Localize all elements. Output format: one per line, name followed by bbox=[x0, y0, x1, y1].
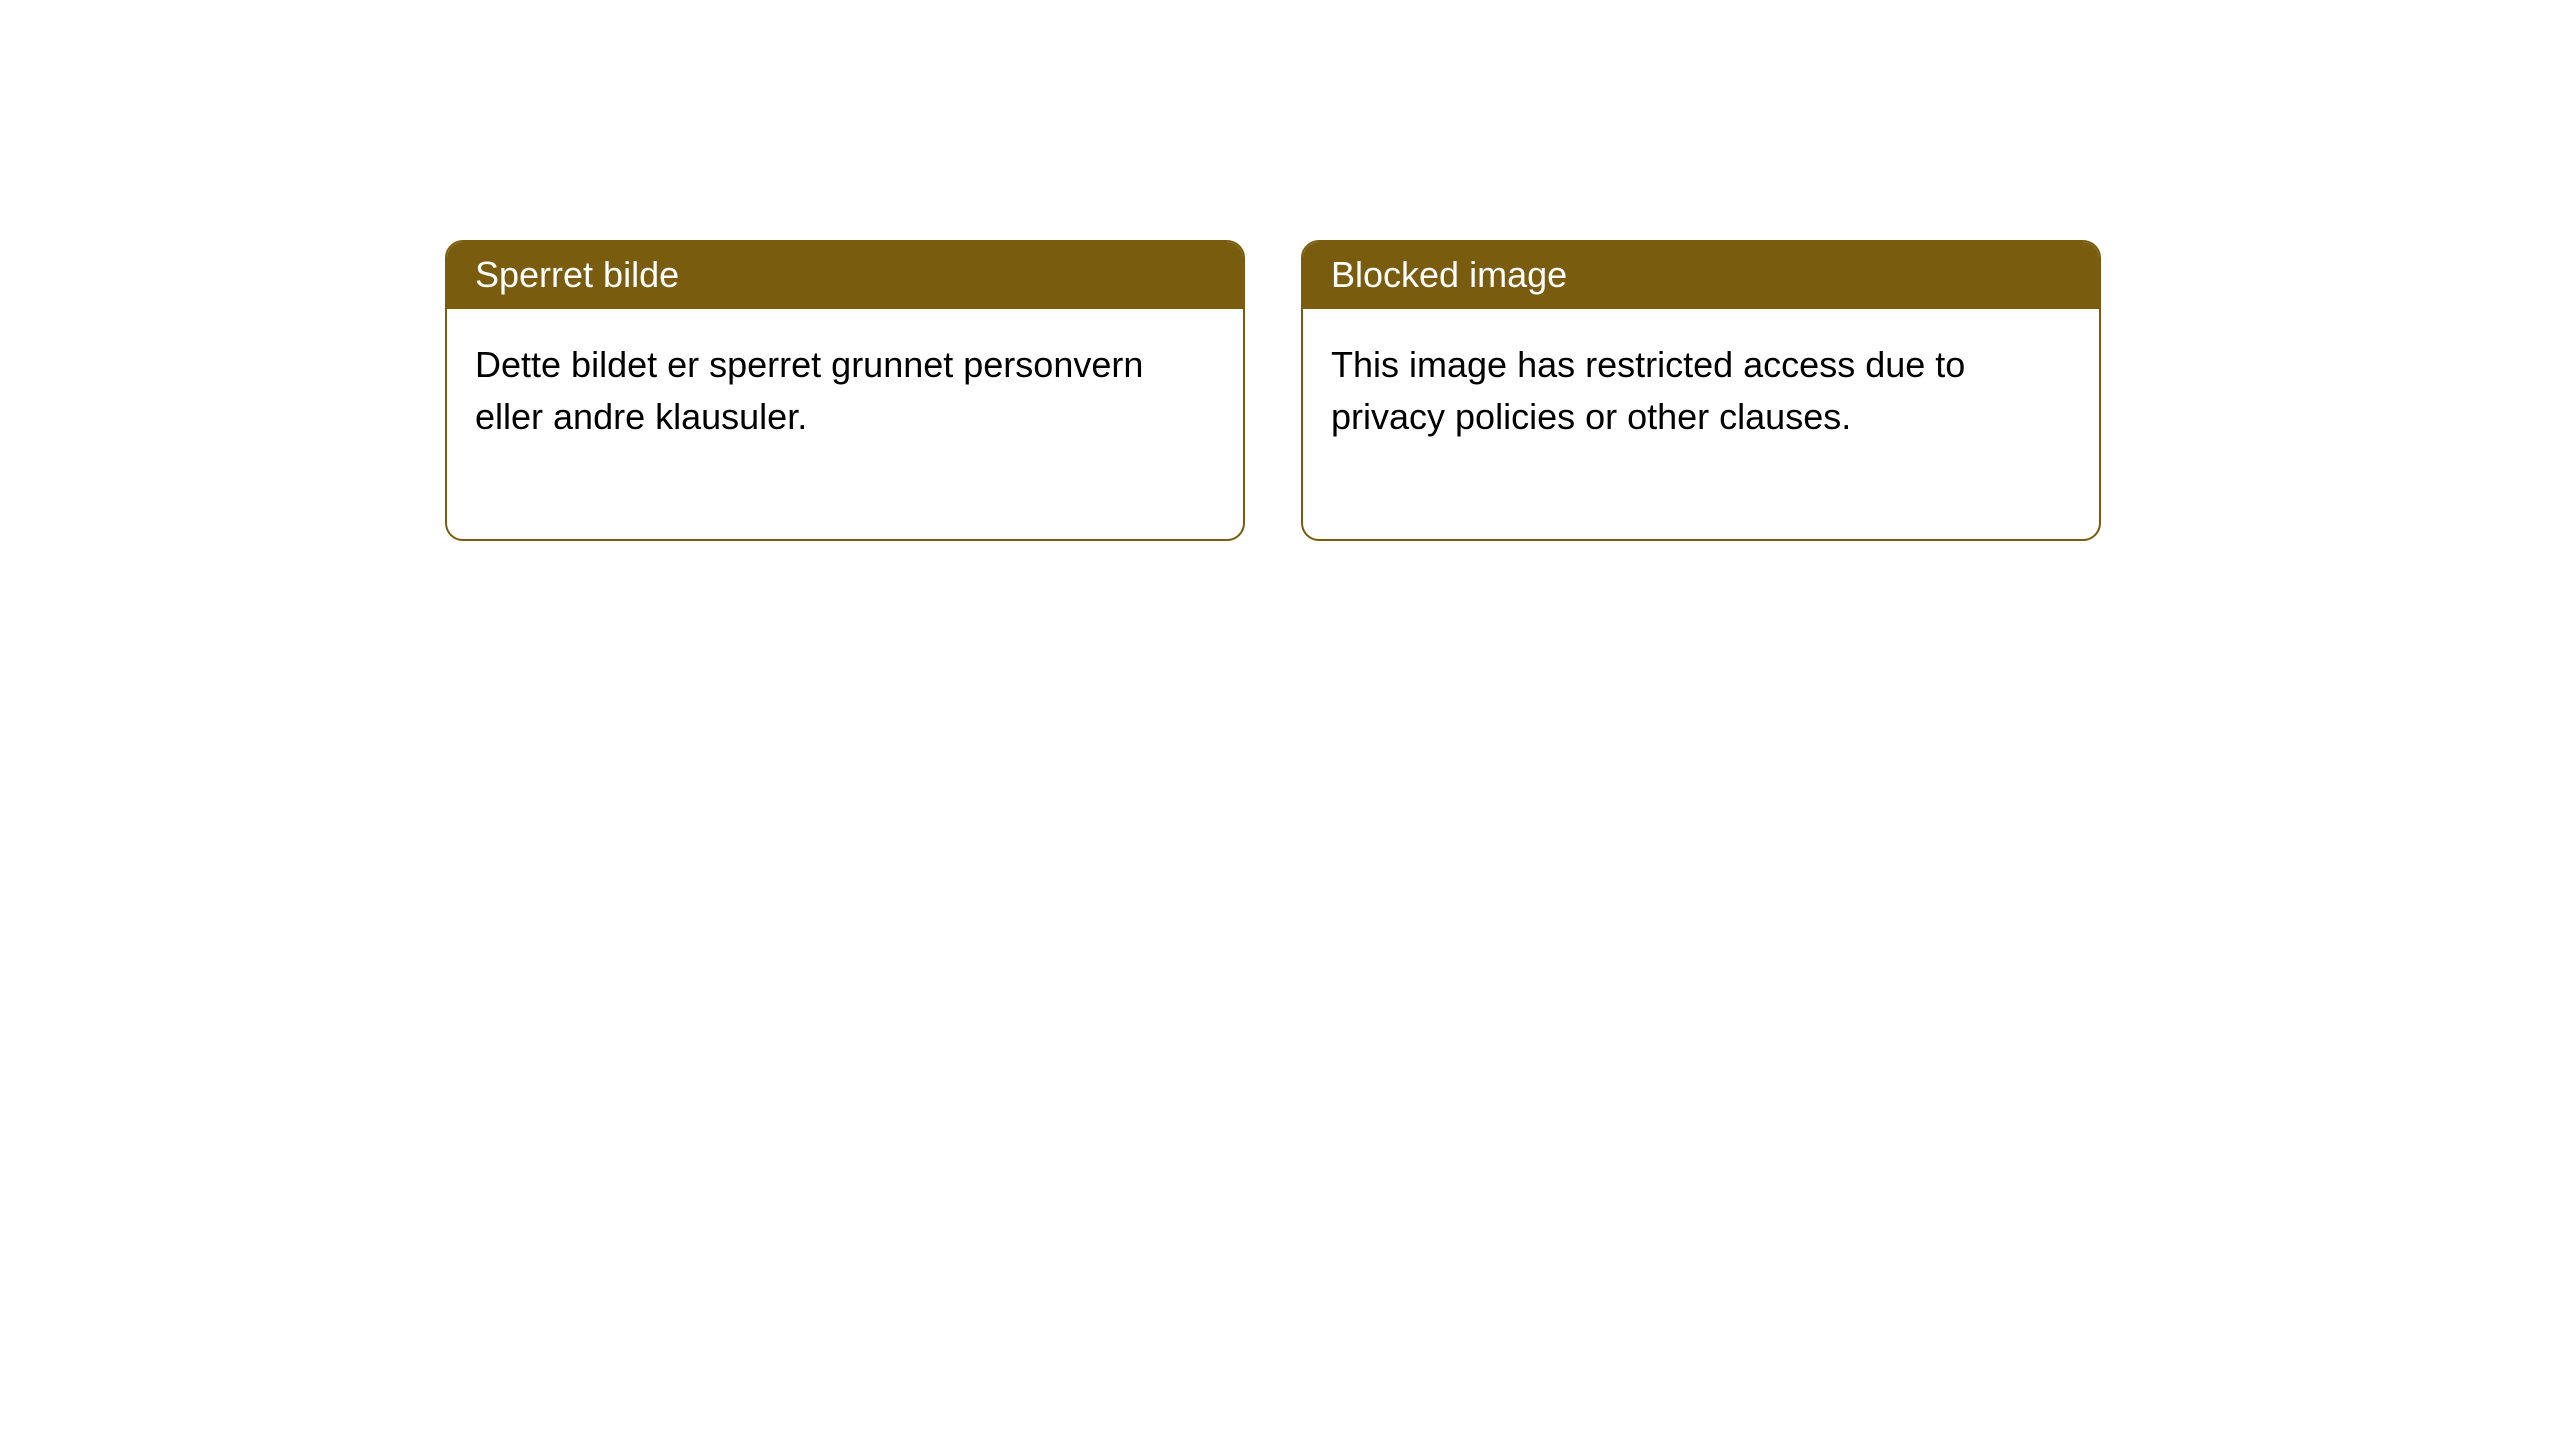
notice-body-norwegian: Dette bildet er sperret grunnet personve… bbox=[447, 309, 1243, 539]
notice-header-norwegian: Sperret bilde bbox=[447, 242, 1243, 309]
notice-container: Sperret bilde Dette bildet er sperret gr… bbox=[0, 0, 2560, 541]
notice-header-english: Blocked image bbox=[1303, 242, 2099, 309]
notice-card-english: Blocked image This image has restricted … bbox=[1301, 240, 2101, 541]
notice-card-norwegian: Sperret bilde Dette bildet er sperret gr… bbox=[445, 240, 1245, 541]
notice-body-english: This image has restricted access due to … bbox=[1303, 309, 2099, 539]
